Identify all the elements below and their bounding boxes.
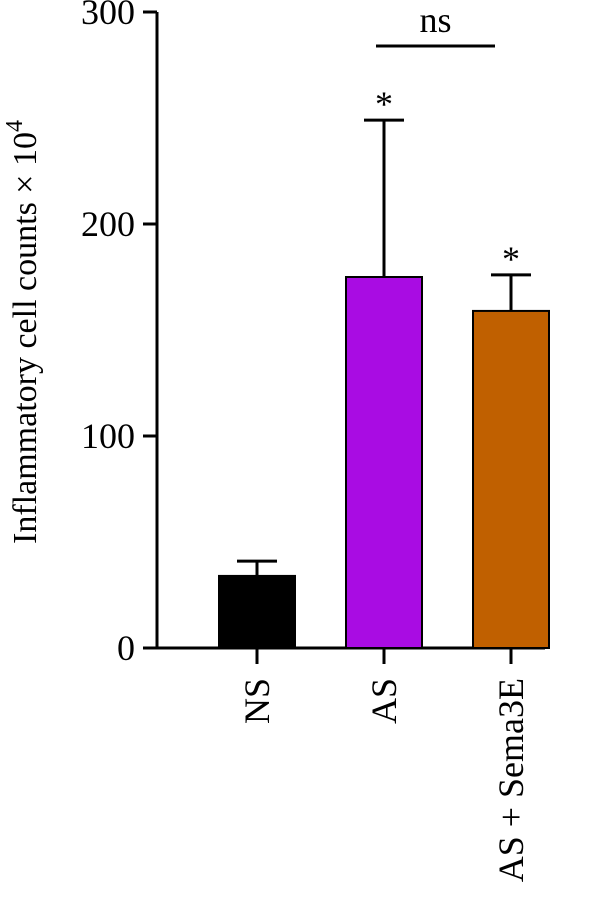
y-axis: 0 100 200 300 xyxy=(81,0,159,668)
bars xyxy=(218,276,550,649)
significance-star-1: * xyxy=(375,84,393,124)
x-tick-label-0: NS xyxy=(237,678,277,724)
x-tick-label-1: AS xyxy=(364,678,404,724)
significance-star-2: * xyxy=(502,239,520,279)
y-tick-label-300: 300 xyxy=(81,0,135,32)
x-tick-label-2: AS + Sema3E xyxy=(491,678,531,882)
x-axis: NS AS AS + Sema3E xyxy=(157,646,545,882)
bar-2 xyxy=(472,309,550,649)
significance-marks: * * ns xyxy=(375,0,520,279)
bar-1 xyxy=(345,276,423,649)
comparison-label: ns xyxy=(419,0,451,40)
bar-0 xyxy=(218,574,296,649)
y-tick-label-200: 200 xyxy=(81,204,135,244)
y-axis-label: Inflammatory cell counts × 104 xyxy=(2,120,44,544)
y-axis-label-superscript: 4 xyxy=(2,120,28,132)
y-tick-label-0: 0 xyxy=(117,628,135,668)
y-tick-label-100: 100 xyxy=(81,416,135,456)
error-bars xyxy=(237,118,531,576)
y-axis-label-text: Inflammatory cell counts × 10 xyxy=(7,132,44,544)
